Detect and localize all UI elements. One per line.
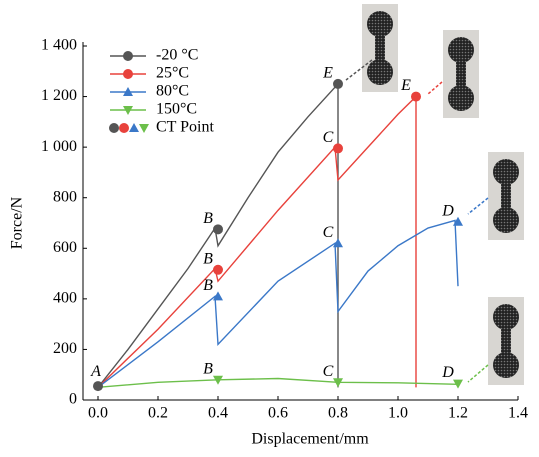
series-line — [97, 377, 459, 389]
legend-marker — [123, 87, 133, 96]
point-label: E — [400, 77, 411, 94]
ct-point — [213, 375, 223, 385]
x-axis-label: Displacement/mm — [251, 431, 369, 448]
y-tick-label: 800 — [53, 188, 77, 205]
x-tick-label: 0.2 — [148, 405, 168, 422]
legend-label: 150°C — [156, 101, 197, 118]
point-label: D — [441, 202, 454, 219]
specimen-photo — [488, 297, 524, 385]
pointer-arrow — [345, 59, 373, 81]
legend-label: -20 °C — [156, 47, 198, 64]
ct-point — [93, 381, 103, 392]
specimen-photos — [345, 4, 524, 385]
ct-point — [333, 143, 343, 154]
legend-marker — [119, 123, 129, 133]
legend-marker — [123, 69, 133, 79]
series-line — [97, 219, 459, 388]
specimen-photo — [362, 4, 398, 92]
series-line — [97, 94, 417, 388]
ct-point — [333, 78, 343, 89]
specimen-photo — [488, 152, 524, 240]
ct-point — [411, 91, 421, 102]
x-tick-label: 0.6 — [268, 405, 288, 422]
y-tick-label: 400 — [53, 290, 77, 307]
y-tick-label: 1 200 — [41, 87, 77, 104]
ct-point — [213, 291, 223, 301]
point-label: C — [323, 224, 334, 241]
y-tick-label: 1 400 — [41, 37, 77, 54]
legend-marker — [123, 106, 133, 115]
point-label: C — [323, 363, 334, 380]
annotation: A — [90, 363, 101, 380]
pointer-arrow — [467, 364, 489, 383]
ct-point — [453, 379, 463, 389]
x-tick-label: 0.4 — [208, 405, 228, 422]
series-line — [97, 82, 339, 388]
legend-marker — [109, 123, 119, 133]
legend-marker — [123, 51, 133, 61]
point-label: B — [203, 210, 213, 227]
legend-label: 25°C — [156, 65, 189, 82]
point-label: D — [441, 364, 454, 381]
x-tick-label: 1.4 — [508, 405, 528, 422]
y-axis-label: Force/N — [9, 196, 26, 249]
legend-marker — [129, 123, 139, 132]
x-tick-label: 0.0 — [88, 405, 108, 422]
legend-marker — [139, 124, 149, 133]
ct-point — [453, 216, 463, 226]
point-label: B — [203, 277, 213, 294]
ct-point — [213, 224, 223, 235]
legend-label: 80°C — [156, 83, 189, 100]
point-label: E — [322, 65, 333, 82]
y-tick-label: 200 — [53, 340, 77, 357]
y-tick-label: 1 000 — [41, 138, 77, 155]
x-tick-label: 1.0 — [388, 405, 408, 422]
x-tick-label: 1.2 — [448, 405, 468, 422]
specimen-photo — [443, 30, 479, 118]
legend-label: CT Point — [156, 119, 215, 136]
point-label: B — [203, 250, 213, 267]
ct-point — [333, 378, 343, 388]
ct-point — [213, 264, 223, 275]
y-tick-label: 600 — [53, 239, 77, 256]
point-label: B — [203, 360, 213, 377]
pointer-arrow — [467, 197, 489, 215]
y-tick-label: 0 — [69, 391, 77, 408]
point-label: C — [323, 129, 334, 146]
ct-point — [333, 238, 343, 248]
pointer-arrow — [427, 81, 443, 95]
x-tick-label: 0.8 — [328, 405, 348, 422]
